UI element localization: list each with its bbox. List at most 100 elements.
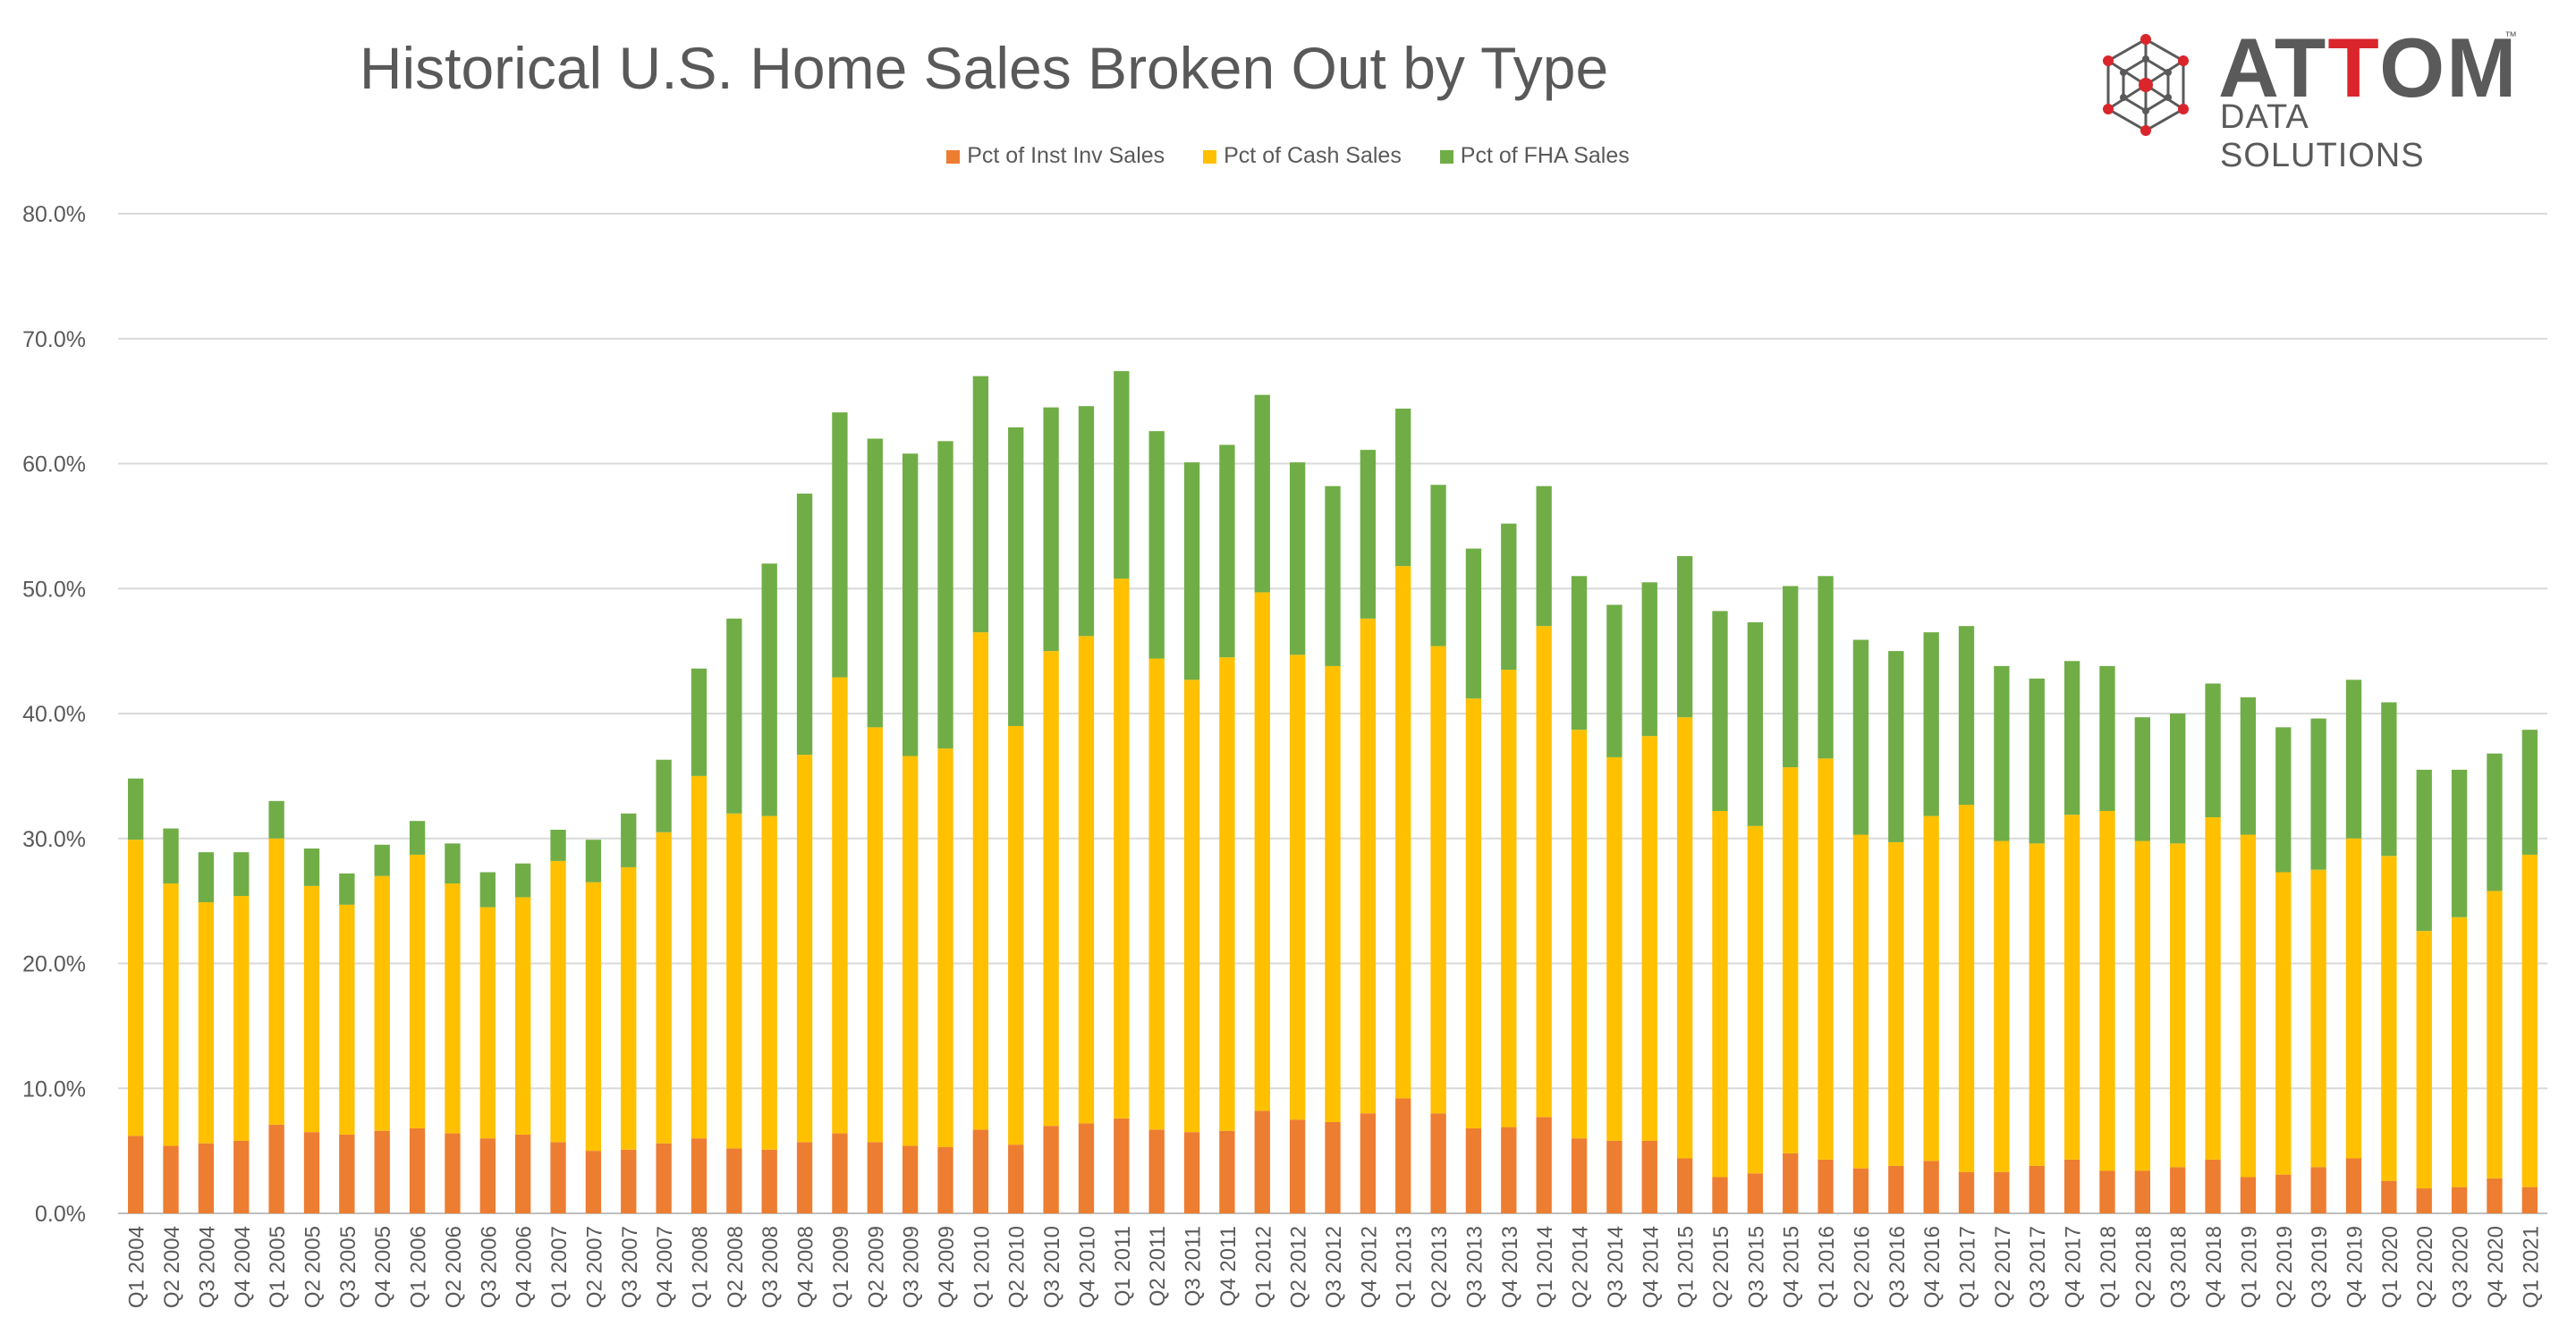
bar-segment-inst-inv — [303, 1132, 320, 1213]
bar-segment-cash — [2381, 856, 2397, 1181]
bar-segment-cash — [2310, 869, 2326, 1168]
bar-segment-inst-inv — [1254, 1111, 1270, 1213]
bar-segment-cash — [761, 815, 777, 1150]
bar-segment-inst-inv — [1888, 1165, 1904, 1213]
x-tick-label: Q1 2006 — [407, 1226, 431, 1308]
bar-segment-inst-inv — [1641, 1140, 1657, 1213]
bar-segment-fha — [1676, 555, 1693, 718]
bar-segment-cash — [1360, 618, 1377, 1114]
bar-segment-inst-inv — [761, 1149, 777, 1213]
bar-segment-inst-inv — [2345, 1158, 2362, 1213]
x-tick-label: Q1 2012 — [1251, 1226, 1275, 1308]
bar-segment-cash — [937, 748, 953, 1147]
bar-segment-inst-inv — [2134, 1170, 2150, 1213]
bar-segment-fha — [832, 412, 848, 678]
bar-segment-inst-inv — [1008, 1145, 1024, 1213]
bar-segment-cash — [1325, 665, 1341, 1122]
bar-segment-inst-inv — [2170, 1167, 2186, 1213]
x-tick-label: Q3 2012 — [1322, 1226, 1346, 1308]
bar-segment-inst-inv — [1078, 1123, 1095, 1213]
x-tick-label: Q3 2005 — [336, 1226, 360, 1308]
bar-segment-inst-inv — [1114, 1118, 1130, 1213]
bar-segment-inst-inv — [867, 1142, 883, 1213]
x-tick-label: Q4 2018 — [2202, 1226, 2226, 1308]
bar-segment-cash — [2451, 916, 2468, 1187]
bar-segment-fha — [374, 844, 390, 876]
bar-segment-inst-inv — [832, 1133, 848, 1213]
bar-segment-cash — [445, 883, 461, 1134]
bar-segment-inst-inv — [2416, 1188, 2432, 1213]
x-tick-label: Q2 2013 — [1428, 1226, 1452, 1308]
bar-segment-cash — [2099, 811, 2115, 1171]
bar-segment-fha — [198, 852, 215, 903]
chart-legend: Pct of Inst Inv Sales Pct of Cash Sales … — [0, 143, 2576, 169]
bar-segment-cash — [2416, 931, 2432, 1189]
bar-segment-inst-inv — [726, 1148, 742, 1213]
bar-segment-fha — [1078, 406, 1095, 637]
bar-segment-cash — [2134, 840, 2150, 1171]
bar-segment-fha — [726, 618, 742, 814]
x-tick-label: Q1 2016 — [1815, 1226, 1839, 1308]
bar-segment-fha — [972, 376, 989, 633]
x-tick-label: Q2 2009 — [864, 1226, 888, 1308]
bar-segment-inst-inv — [2381, 1180, 2397, 1213]
bar-segment-fha — [1712, 611, 1728, 812]
bar-segment-cash — [1465, 698, 1482, 1128]
bar-segment-inst-inv — [1325, 1121, 1341, 1213]
bar-segment-inst-inv — [445, 1133, 461, 1213]
x-tick-label: Q3 2008 — [758, 1226, 783, 1308]
x-tick-label: Q1 2018 — [2097, 1226, 2121, 1308]
bar-segment-fha — [902, 453, 919, 756]
bar-segment-cash — [1958, 805, 1975, 1172]
bar-segment-inst-inv — [2310, 1167, 2326, 1213]
bar-segment-cash — [1888, 841, 1904, 1166]
bar-segment-cash — [867, 727, 883, 1143]
bar-segment-fha — [2063, 661, 2080, 815]
bar-segment-fha — [550, 829, 566, 861]
x-tick-label: Q1 2004 — [125, 1226, 149, 1308]
x-tick-label: Q1 2007 — [547, 1226, 572, 1308]
bar-segment-cash — [1536, 626, 1552, 1118]
y-axis-tick-labels: 0.0% 10.0% 20.0% 30.0% 40.0% 50.0% 60.0% 70.0% 8… — [22, 202, 86, 1227]
x-tick-label: Q2 2014 — [1569, 1226, 1593, 1308]
bar-segment-cash — [972, 632, 989, 1130]
attom-logo: ATTOM ™ DATA SOLUTIONS — [2093, 21, 2517, 174]
bar-segment-cash — [1571, 730, 1588, 1139]
bar-segment-inst-inv — [2029, 1165, 2045, 1213]
bar-segment-cash — [1606, 756, 1623, 1141]
bar-segment-inst-inv — [1219, 1130, 1235, 1213]
attom-network-icon — [2103, 34, 2189, 136]
x-tick-label: Q2 2004 — [160, 1226, 184, 1308]
x-tick-label: Q3 2010 — [1040, 1226, 1064, 1308]
bar-segment-cash — [1430, 646, 1446, 1114]
bar-segment-cash — [1641, 736, 1657, 1141]
bar-segment-fha — [1888, 651, 1904, 842]
x-tick-label: Q2 2010 — [1005, 1226, 1030, 1308]
bar-segment-cash — [2521, 854, 2538, 1187]
bar-segment-inst-inv — [1606, 1140, 1623, 1213]
bar-segment-inst-inv — [2451, 1187, 2468, 1213]
bar-segment-fha — [2205, 683, 2221, 817]
x-tick-label: Q4 2019 — [2343, 1226, 2368, 1308]
bar-segment-inst-inv — [2205, 1159, 2221, 1213]
bar-segment-cash — [1043, 651, 1059, 1127]
legend-label-inst-inv: Pct of Inst Inv Sales — [967, 143, 1165, 168]
x-tick-label: Q4 2010 — [1075, 1226, 1099, 1308]
bar-segment-fha — [1571, 576, 1588, 731]
x-tick-label: Q4 2006 — [513, 1226, 537, 1308]
legend-swatch-inst-inv — [946, 150, 961, 164]
bar-segment-inst-inv — [1676, 1158, 1693, 1213]
x-tick-label: Q3 2020 — [2449, 1226, 2473, 1308]
bar-segment-fha — [1465, 548, 1482, 699]
bar-segment-inst-inv — [198, 1143, 215, 1213]
x-tick-label: Q2 2019 — [2273, 1226, 2297, 1308]
bar-segment-cash — [1923, 815, 1939, 1161]
bar-segment-fha — [445, 843, 461, 884]
x-tick-label: Q3 2019 — [2308, 1226, 2332, 1308]
x-tick-label: Q3 2017 — [2026, 1226, 2050, 1308]
bar-segment-cash — [409, 854, 426, 1128]
bar-segment-cash — [1783, 767, 1799, 1153]
x-tick-label: Q2 2020 — [2413, 1226, 2437, 1308]
bar-segment-cash — [233, 896, 250, 1141]
